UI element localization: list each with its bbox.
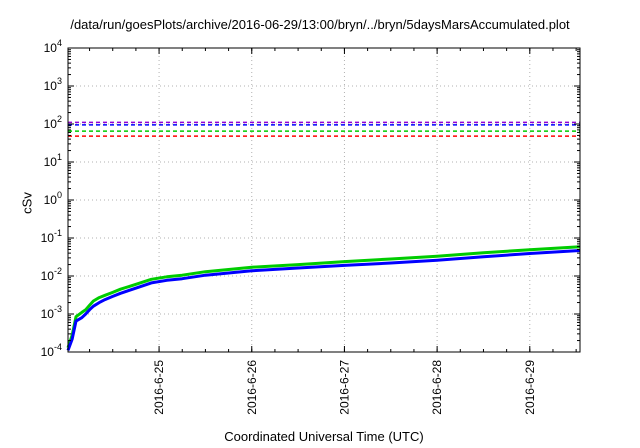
- x-tick-label: 2016-6-28: [430, 360, 444, 415]
- y-tick-label: 103: [44, 76, 62, 93]
- series-line: [66, 245, 581, 349]
- series-line: [66, 249, 581, 351]
- y-tick-label: 10-4: [41, 342, 62, 359]
- y-tick-label: 10-1: [41, 228, 62, 245]
- x-tick-label: 2016-6-27: [337, 360, 351, 415]
- y-tick-label: 102: [44, 114, 62, 131]
- chart-title: /data/run/goesPlots/archive/2016-06-29/1…: [70, 17, 570, 32]
- threshold-lines: [68, 121, 580, 137]
- x-tick-label: 2016-6-25: [152, 360, 166, 415]
- y-tick-label: 100: [44, 190, 62, 207]
- grid-lines: [68, 47, 580, 353]
- y-tick-label: 10-3: [41, 304, 62, 321]
- y-tick-label: 101: [44, 152, 62, 169]
- y-axis-label: cSv: [19, 192, 35, 214]
- y-tick-label: 104: [44, 38, 62, 55]
- series-lines: [66, 245, 581, 351]
- x-axis-label: Coordinated Universal Time (UTC): [224, 429, 424, 444]
- x-tick-label: 2016-6-26: [245, 360, 259, 415]
- x-tick-label: 2016-6-29: [523, 360, 537, 415]
- y-tick-label: 10-2: [41, 266, 62, 283]
- axis-ticks: 10-4 10-3 10-2 10-1 100 101 102 103 104 2016-6-25…: [41, 38, 580, 415]
